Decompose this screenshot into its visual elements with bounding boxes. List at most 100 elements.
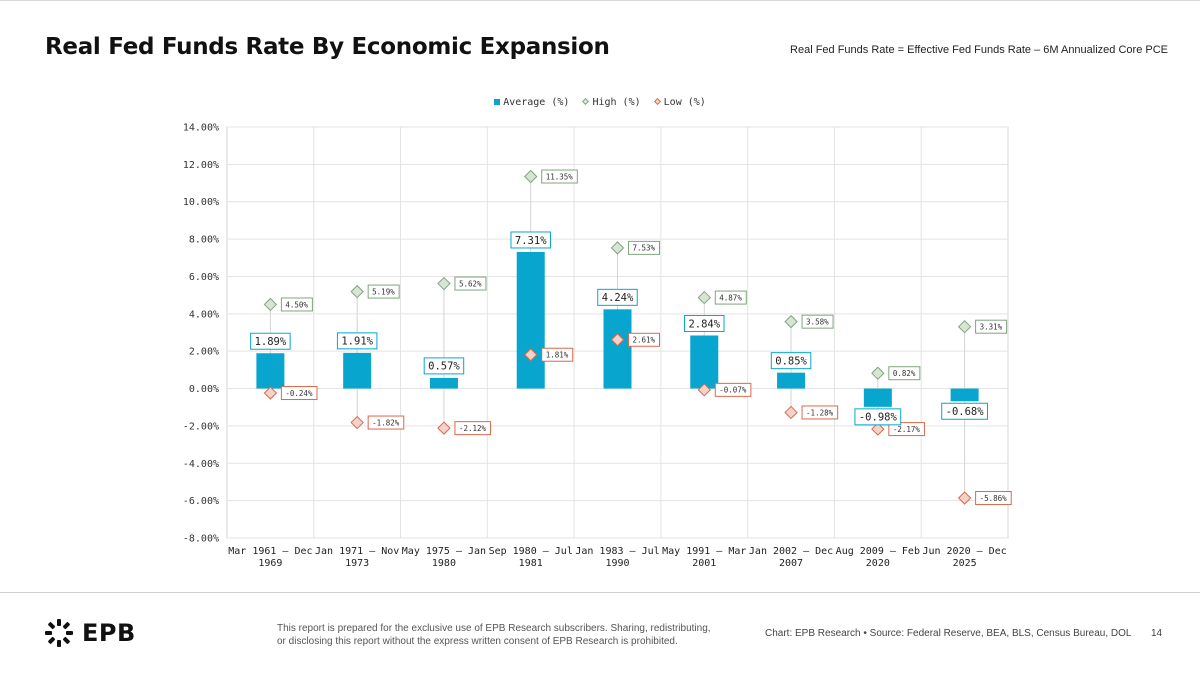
x-tick-label: Mar 1961 – Dec [228, 546, 312, 557]
high-marker [957, 320, 972, 334]
legend-item-average[interactable]: Average (%) [494, 97, 569, 108]
x-tick-label: 2025 [953, 558, 977, 569]
low-label: -5.86% [980, 494, 1008, 503]
low-label: -1.82% [372, 418, 400, 427]
x-tick-label: 1973 [345, 558, 369, 569]
average-label: 1.89% [255, 336, 287, 348]
low-marker [263, 386, 278, 400]
average-label: -0.98% [859, 412, 898, 424]
high-label: 11.35% [546, 172, 574, 181]
chart-subtitle: Real Fed Funds Rate = Effective Fed Fund… [790, 44, 1168, 56]
average-label: 1.91% [341, 336, 373, 348]
average-label-box [336, 332, 378, 350]
x-tick-label: May 1975 – Jan [402, 546, 486, 557]
average-label-box [941, 402, 989, 420]
high-label-box [541, 169, 578, 184]
high-label: 0.82% [893, 369, 916, 378]
legend-item-high[interactable]: High (%) [582, 97, 641, 108]
high-label-box [975, 319, 1008, 334]
low-label-box [628, 332, 660, 347]
high-marker [697, 290, 711, 305]
bar [950, 388, 979, 402]
legend-label-average: Average (%) [503, 97, 570, 108]
high-label: 4.87% [719, 293, 742, 302]
average-label: 4.24% [602, 292, 634, 304]
high-label-box [888, 366, 921, 381]
average-label: -0.68% [946, 406, 985, 418]
bar [777, 372, 806, 389]
x-tick-label: Sep 1980 – Jul [489, 546, 573, 557]
low-marker [350, 415, 364, 430]
bar [343, 352, 372, 389]
x-tick-label: Jan 2002 – Dec [749, 546, 833, 557]
high-marker [524, 169, 538, 184]
bar [516, 251, 545, 389]
high-label-box [454, 276, 487, 291]
x-tick-label: 1990 [605, 558, 629, 569]
footer-divider [0, 592, 1200, 593]
x-tick-label: 1980 [432, 558, 456, 569]
y-tick-label: 0.00% [189, 384, 219, 395]
low-label-box [801, 405, 839, 420]
chart-plot: 14.00% 12.00% 10.00% 8.00% 6.00% 4.00% 2.00% 0.… [183, 123, 1012, 569]
y-tick-label: 12.00% [183, 160, 219, 171]
average-label-box [510, 231, 551, 249]
disclaimer-line-2: or disclosing this report without the ex… [277, 636, 678, 647]
y-tick-label: 4.00% [189, 309, 219, 320]
low-marker [784, 405, 798, 420]
source-note: Chart: EPB Research • Source: Federal Re… [765, 628, 1132, 639]
page-title: Real Fed Funds Rate By Economic Expansio… [45, 34, 610, 60]
average-label: 0.85% [775, 355, 807, 367]
chart-legend: Average (%) High (%) Low (%) [0, 97, 1200, 108]
high-marker [784, 314, 798, 329]
x-tick-label: Jun 2020 – Dec [922, 546, 1006, 557]
bar [429, 377, 458, 389]
y-tick-label: 6.00% [189, 272, 219, 283]
disclaimer: This report is prepared for the exclusiv… [277, 622, 737, 648]
high-label-box [280, 297, 313, 312]
average-label-box [684, 314, 725, 332]
bar [256, 353, 285, 389]
x-tick-label: 2020 [866, 558, 890, 569]
low-label: -2.17% [893, 425, 921, 434]
high-label: 3.58% [806, 317, 829, 326]
low-label-box [975, 491, 1012, 506]
epb-logo: EPB [44, 618, 136, 648]
high-label: 5.62% [459, 279, 482, 288]
low-marker [697, 383, 711, 397]
average-label-box [250, 332, 291, 350]
x-tick-label: Jan 1971 – Nov [315, 546, 399, 557]
y-tick-label: 10.00% [183, 197, 219, 208]
low-label-box [888, 422, 925, 437]
low-label-box [714, 382, 752, 397]
x-tick-label: 1981 [519, 558, 543, 569]
high-marker [871, 366, 885, 380]
bar [690, 335, 719, 389]
y-tick-label: -6.00% [183, 496, 219, 507]
high-label-box [801, 314, 834, 329]
high-label: 3.31% [980, 323, 1003, 332]
y-tick-label: -2.00% [183, 421, 219, 432]
high-label: 4.50% [285, 300, 308, 309]
y-tick-label: 2.00% [189, 347, 219, 358]
average-label-box [423, 357, 465, 375]
high-marker [263, 297, 278, 312]
low-marker [524, 348, 538, 362]
x-tick-label: May 1991 – Mar [662, 546, 746, 557]
high-marker [437, 276, 451, 291]
y-tick-label: 8.00% [189, 235, 219, 246]
legend-item-low[interactable]: Low (%) [653, 97, 706, 108]
x-tick-label: Aug 2009 – Feb [836, 546, 920, 557]
high-label-box [367, 284, 400, 299]
average-label: 7.31% [515, 235, 547, 247]
high-label-box [628, 240, 660, 255]
high-label-box [714, 290, 747, 305]
bar [603, 309, 632, 389]
low-label: 2.61% [633, 336, 656, 345]
x-tick-label: 2007 [779, 558, 803, 569]
average-label: 2.84% [688, 318, 720, 330]
low-label: -0.24% [285, 389, 313, 398]
high-marker [610, 241, 625, 255]
y-tick-label: -4.00% [183, 459, 219, 470]
